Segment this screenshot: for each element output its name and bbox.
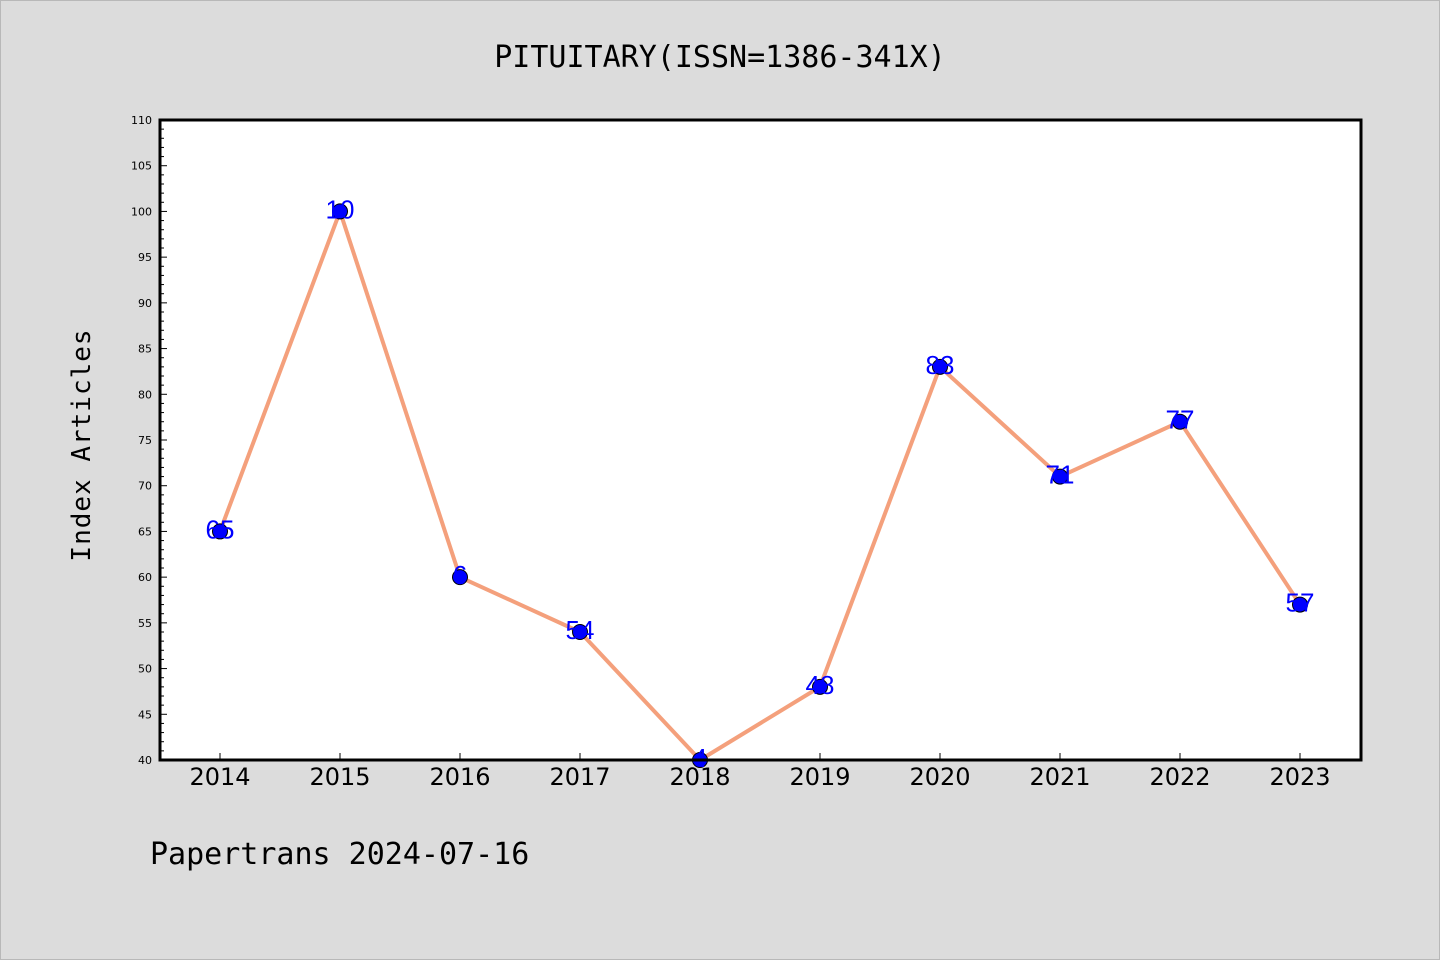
data-label: 48 [806,670,835,700]
data-point-marker [1292,596,1308,613]
data-label: 4 [693,743,707,773]
x-tick-label: 2014 [189,763,250,791]
y-tick-label: 65 [138,525,152,538]
y-tick-label: 95 [138,251,152,264]
data-point-marker [1052,468,1068,485]
x-tick-label: 2023 [1269,763,1330,791]
x-tick-label: 2016 [429,763,490,791]
y-tick-label: 40 [138,754,152,767]
y-tick-label: 75 [138,434,152,447]
y-tick-label: 60 [138,571,152,584]
series-line [218,209,1302,762]
chart-title: PITUITARY(ISSN=1386-341X) [494,40,946,75]
x-tick-label: 2017 [549,763,610,791]
x-tick-label: 2020 [909,763,970,791]
data-label: 10 [326,194,355,224]
y-tick-label: 80 [138,388,152,401]
x-axis: 2014 2015 2016 2017 2018 2019 2020 2021 2022 2023 [189,753,1331,791]
data-label: 83 [926,350,955,380]
y-tick-label: 105 [131,160,152,173]
data-label: 6 [453,560,467,590]
footer-source-date: Papertrans 2024-07-16 [150,837,529,872]
series-line-group [218,209,1302,762]
data-point-marker [572,624,588,640]
data-label-group: 65 10 6 54 4 48 83 71 77 57 [206,194,1315,773]
data-point-marker [932,358,948,375]
y-tick-label: 50 [138,663,152,676]
data-label: 71 [1046,460,1075,490]
data-label: 77 [1166,405,1195,435]
y-tick-label: 70 [138,480,152,493]
plot-area [160,120,1361,760]
y-tick-label: 85 [138,343,152,356]
data-label: 57 [1286,588,1315,618]
x-tick-label: 2015 [309,763,370,791]
y-tick-label: 90 [138,297,152,310]
y-tick-label: 100 [131,205,152,218]
x-tick-label: 2022 [1149,763,1210,791]
x-tick-label: 2019 [789,763,850,791]
data-label: 65 [206,514,235,544]
x-tick-label: 2021 [1029,763,1090,791]
y-tick-label: 55 [138,617,152,630]
data-label: 54 [566,615,595,645]
data-point-marker [452,569,468,586]
y-axis: 40 45 50 55 60 65 70 75 80 85 90 95 100 105 110 [131,114,167,767]
y-tick-label: 110 [131,114,152,127]
plot-border [158,118,1363,762]
marker-group [212,203,1308,768]
data-point-marker [1172,413,1188,430]
data-point-marker [332,203,348,220]
data-point-marker [812,678,828,695]
y-axis-label: Index Articles [67,328,97,561]
y-tick-label: 45 [138,708,152,721]
data-point-marker [212,523,228,540]
